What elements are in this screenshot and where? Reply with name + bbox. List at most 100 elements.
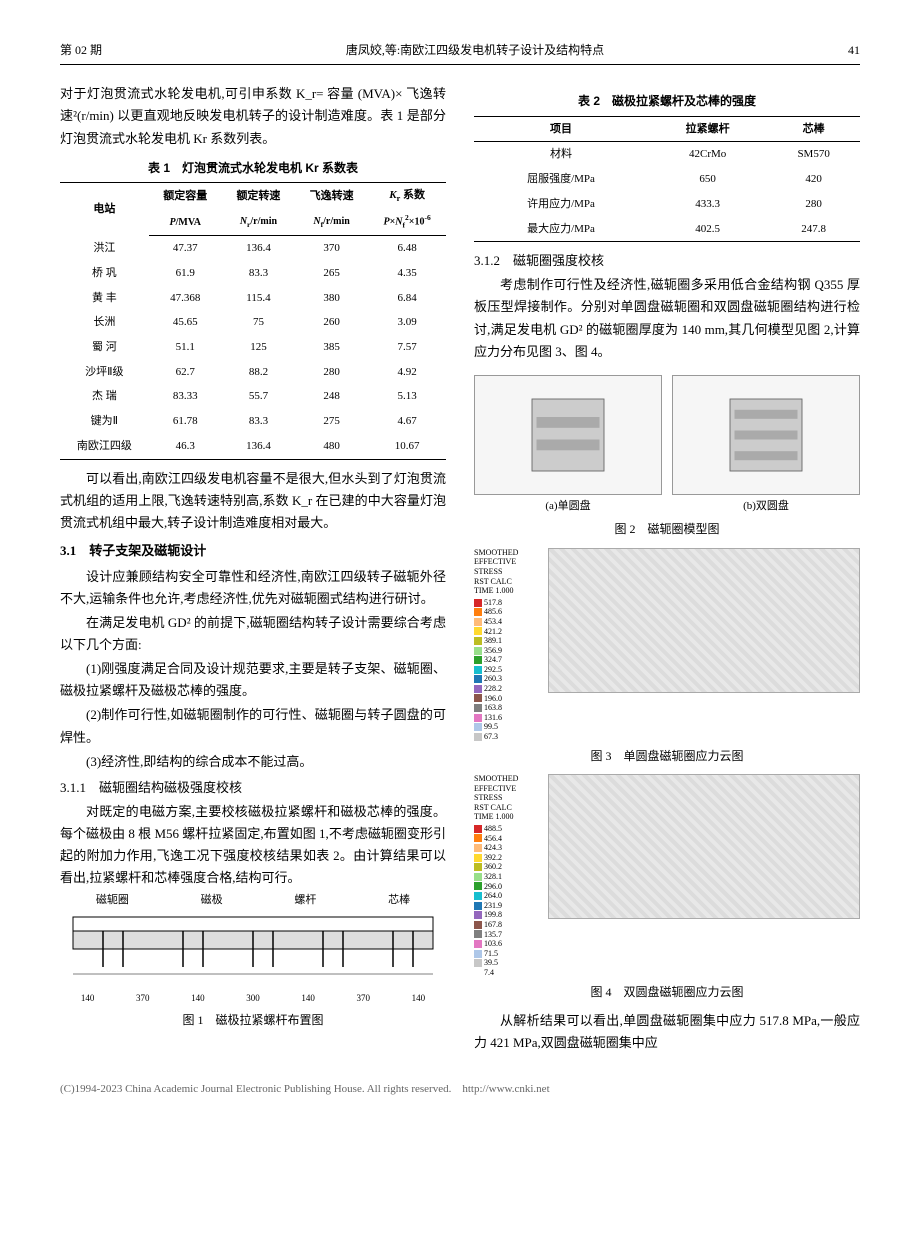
t1-h-nr: 额定转速 [222,183,295,210]
page-footer: (C)1994-2023 China Academic Journal Elec… [60,1080,860,1099]
legend-swatch [474,647,482,655]
table-cell: 88.2 [222,360,295,385]
sec31-p5: (3)经济性,即结构的综合成本不能过高。 [60,751,446,773]
table-cell: 46.3 [149,434,222,459]
legend-header-line: EFFECTIVE [474,784,542,794]
table-cell: 385 [295,335,368,360]
table-cell: 260 [295,310,368,335]
figure2: (a)单圆盘 (b)双圆盘 [474,369,860,516]
t1-h-nf-unit: Nf/r/min [295,209,368,236]
fig2-caption: 图 2 磁轭圈模型图 [474,519,860,539]
legend-header-line: STRESS [474,793,542,803]
table-cell: 433.3 [648,192,767,217]
legend-row: 424.3 [474,843,542,853]
table-cell: 4.92 [368,360,446,385]
fig2a-placeholder [474,375,662,495]
table-cell: 380 [295,286,368,311]
legend-swatch [474,959,482,967]
t1-h-cap: 额定容量 [149,183,222,210]
table-row: 长洲45.65752603.09 [60,310,446,335]
fig1-dim-5: 370 [357,991,371,1006]
fig2b-placeholder [672,375,860,495]
table-cell: 115.4 [222,286,295,311]
legend-swatch [474,834,482,842]
fig4-legend: SMOOTHEDEFFECTIVESTRESSRST CALCTIME 1.00… [474,774,542,977]
legend-swatch [474,723,482,731]
table-cell: 47.368 [149,286,222,311]
legend-swatch [474,608,482,616]
table-cell: 247.8 [767,217,860,242]
legend-value: 485.6 [484,607,502,617]
legend-value: 7.4 [484,968,494,978]
legend-value: 292.5 [484,665,502,675]
legend-row: 292.5 [474,665,542,675]
legend-header-line: SMOOTHED [474,548,542,558]
table-cell: 650 [648,167,767,192]
table-cell: 47.37 [149,236,222,261]
legend-swatch [474,733,482,741]
table-cell: 51.1 [149,335,222,360]
table-cell: 61.78 [149,409,222,434]
legend-header-line: TIME 1.000 [474,586,542,596]
fig1-dim-6: 140 [412,991,426,1006]
para-after-t1: 可以看出,南欧江四级发电机容量不是很大,但水头到了灯泡贯流式机组的适用上限,飞逸… [60,468,446,534]
table-row: 最大应力/MPa402.5247.8 [474,217,860,242]
legend-swatch [474,854,482,862]
table-cell: 6.48 [368,236,446,261]
table-cell: 6.84 [368,286,446,311]
sec31-p2: 在满足发电机 GD² 的前提下,磁轭圈结构转子设计需要综合考虑以下几个方面: [60,612,446,656]
legend-row: 39.5 [474,958,542,968]
legend-value: 39.5 [484,958,498,968]
figure3: SMOOTHEDEFFECTIVESTRESSRST CALCTIME 1.00… [474,548,860,742]
legend-value: 99.5 [484,722,498,732]
table-cell: 280 [767,192,860,217]
table-cell: 248 [295,384,368,409]
legend-row: 389.1 [474,636,542,646]
table-row: 键为Ⅱ61.7883.32754.67 [60,409,446,434]
sec312-title: 3.1.2 磁轭圈强度校核 [474,250,860,272]
legend-value: 231.9 [484,901,502,911]
legend-swatch [474,675,482,683]
table-cell: 4.35 [368,261,446,286]
legend-row: 7.4 [474,968,542,978]
table-cell: 最大应力/MPa [474,217,648,242]
legend-swatch [474,656,482,664]
legend-row: 103.6 [474,939,542,949]
legend-value: 228.2 [484,684,502,694]
legend-row: 167.8 [474,920,542,930]
table1-caption: 表 1 灯泡贯流式水轮发电机 Kr 系数表 [60,158,446,178]
legend-swatch [474,873,482,881]
table-cell: 62.7 [149,360,222,385]
table-row: 蜀 河51.11253857.57 [60,335,446,360]
legend-value: 389.1 [484,636,502,646]
legend-swatch [474,685,482,693]
legend-row: 228.2 [474,684,542,694]
legend-value: 199.8 [484,910,502,920]
table-cell: 4.67 [368,409,446,434]
table-row: 南欧江四级46.3136.448010.67 [60,434,446,459]
sec31-p1: 设计应兼顾结构安全可靠性和经济性,南欧江四级转子磁轭外径不大,运输条件也允许,考… [60,566,446,610]
legend-value: 328.1 [484,872,502,882]
fig1-dim-4: 140 [301,991,315,1006]
table-cell: 10.67 [368,434,446,459]
legend-header-line: EFFECTIVE [474,557,542,567]
legend-row: 456.4 [474,834,542,844]
legend-value: 360.2 [484,862,502,872]
t1-h-cap-unit: P/MVA [149,209,222,236]
fig1-label-1: 磁极 [201,891,223,910]
table-row: 沙坪Ⅱ级62.788.22804.92 [60,360,446,385]
legend-row: 453.4 [474,617,542,627]
table-cell: 125 [222,335,295,360]
legend-swatch [474,637,482,645]
table-cell: 136.4 [222,434,295,459]
legend-header-line: TIME 1.000 [474,812,542,822]
left-column: 对于灯泡贯流式水轮发电机,可引申系数 K_r= 容量 (MVA)× 飞逸转速²(… [60,83,446,1056]
table-row: 材料42CrMoSM570 [474,142,860,167]
legend-swatch [474,714,482,722]
table-cell: 沙坪Ⅱ级 [60,360,149,385]
legend-swatch [474,825,482,833]
legend-value: 135.7 [484,930,502,940]
legend-value: 453.4 [484,617,502,627]
table2: 项目 拉紧螺杆 芯棒 材料42CrMoSM570屈服强度/MPa650420许用… [474,116,860,242]
t2-h0: 项目 [474,116,648,142]
